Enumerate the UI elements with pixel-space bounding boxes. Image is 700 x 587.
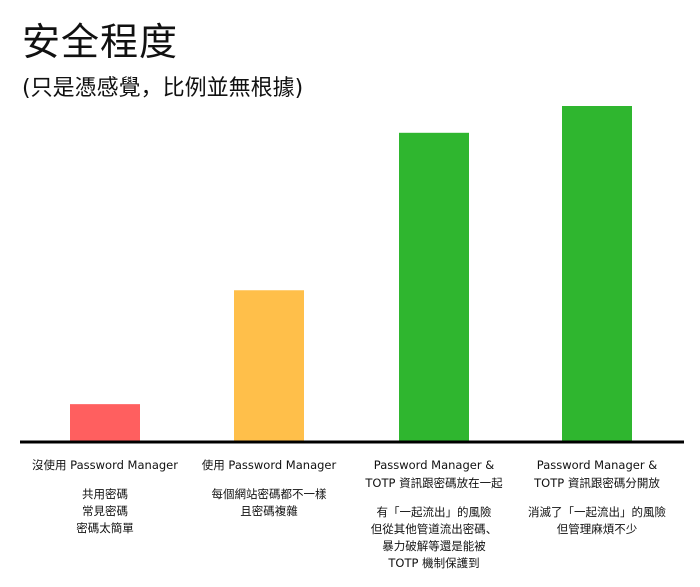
bar-3 — [399, 132, 469, 442]
category-label-4: Password Manager & TOTP 資訊跟密碼分開放 — [534, 458, 660, 490]
category-label-1: 沒使用 Password Manager — [32, 458, 178, 472]
category-2: 使用 Password Manager 每個網站密碼都不一樣 且密碼複雜 — [184, 456, 354, 520]
category-3: Password Manager & TOTP 資訊跟密碼放在一起有「一起流出」… — [349, 456, 519, 572]
bar-1 — [70, 404, 140, 441]
bar-4 — [562, 106, 632, 441]
category-4: Password Manager & TOTP 資訊跟密碼分開放 消滅了「一起流出… — [512, 456, 682, 538]
bar-group — [70, 106, 632, 442]
category-label-3: Password Manager & TOTP 資訊跟密碼放在一起 — [365, 458, 503, 490]
chart-title: 安全程度 — [22, 20, 179, 64]
category-1: 沒使用 Password Manager 共用密碼 常見密碼 密碼太簡單 — [20, 456, 190, 537]
category-notes-1: 共用密碼 常見密碼 密碼太簡單 — [76, 487, 134, 535]
category-notes-2: 每個網站密碼都不一樣 且密碼複雜 — [211, 487, 327, 518]
category-notes-4: 消滅了「一起流出」的風險 但管理麻煩不少 — [528, 505, 666, 536]
chart-subtitle: (只是憑感覺，比例並無根據) — [22, 76, 304, 101]
category-notes-3: 有「一起流出」的風險 但從其他管道流出密碼、 暴力破解等還是能被 TOTP 機制… — [370, 505, 498, 570]
category-label-2: 使用 Password Manager — [201, 458, 337, 472]
bar-2 — [234, 290, 304, 441]
